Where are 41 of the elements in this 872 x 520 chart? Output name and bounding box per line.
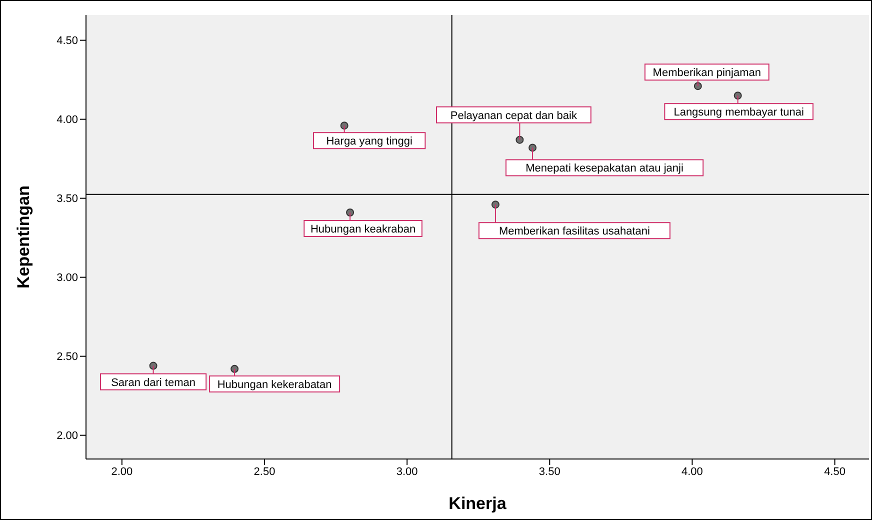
point: [528, 144, 537, 152]
annotation: Langsung membayar tunai: [674, 106, 804, 119]
x-axis-title: Kinerja: [448, 494, 507, 513]
x-tick-label: 2.00: [111, 466, 133, 478]
y-tick-label: 2.00: [56, 430, 78, 442]
y-tick-label: 2.50: [56, 351, 78, 364]
x-tick-label: 3.50: [538, 466, 560, 478]
y-tick-label: 3.00: [56, 272, 78, 284]
annotation: Pelayanan cepat dan baik: [450, 110, 578, 122]
callout-label: Menepati kesepakatan atau janji: [505, 147, 704, 176]
callout-label: Memberikan pinjaman: [644, 64, 770, 87]
callout-label: Pelayanan cepat dan baik: [436, 106, 592, 140]
point: [149, 362, 158, 370]
point: [230, 364, 239, 373]
x-tick-label: 4.50: [824, 466, 846, 478]
annotation: Hubungan keakraban: [310, 224, 416, 236]
callout-label: Saran dari teman: [100, 365, 207, 390]
callout-label: Harga yang tinggi: [313, 125, 426, 150]
callout-label: Langsung membayar tunai: [664, 95, 814, 120]
point: [346, 208, 354, 217]
point: [516, 136, 524, 144]
x-tick-label: 3.00: [396, 466, 418, 478]
annotation: Memberikan pinjaman: [652, 67, 762, 80]
annotation: Harga yang tinggi: [326, 136, 412, 148]
callout-label: Memberikan fasilitas usahatani: [478, 204, 670, 240]
point: [694, 82, 702, 90]
annotation: Hubungan kekerabatan: [217, 378, 332, 391]
callout-label: Hubungan kekerabatan: [209, 368, 340, 392]
point: [491, 200, 500, 209]
y-tick-label: 4.00: [56, 114, 78, 126]
point: [340, 122, 348, 130]
callout-label: Hubungan keakraban: [304, 212, 422, 237]
annotation: Memberikan fasilitas usahatani: [498, 226, 650, 238]
y-tick-label: 4.50: [56, 35, 78, 48]
point: [734, 92, 742, 100]
y-tick-label: 3.50: [56, 193, 78, 206]
y-axis-title: Kepentingan: [14, 186, 34, 288]
x-tick-label: 2.50: [254, 466, 276, 478]
annotation: Menepati kesepakatan atau janji: [526, 162, 684, 175]
annotation: Saran dari teman: [111, 376, 196, 389]
x-tick-label: 4.00: [682, 466, 703, 478]
